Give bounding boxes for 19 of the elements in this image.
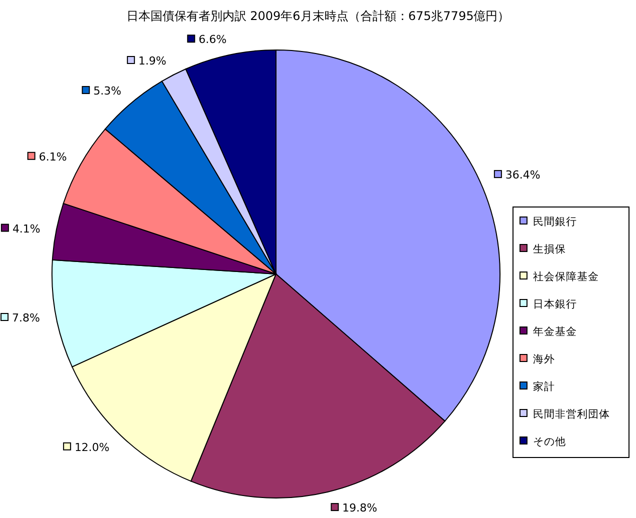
legend-label: 生損保	[533, 242, 566, 256]
data-label: 19.8%	[342, 502, 378, 515]
data-label: 7.8%	[12, 311, 40, 324]
legend-label: 家計	[533, 380, 555, 393]
legend-label: その他	[533, 436, 566, 448]
title: 日本国債保有者別内訳 2009年6月末時点（合計額：675兆7795億円）	[126, 9, 510, 23]
legend-label: 民間銀行	[533, 216, 577, 228]
data-label: 12.0%	[74, 440, 110, 454]
legend-label: 社会保障基金	[533, 270, 599, 283]
legend-label: 年金基金	[533, 325, 577, 338]
data-label: 4.1%	[12, 222, 40, 236]
legend-label: 民間非営利団体	[533, 408, 610, 420]
data-label: 5.3%	[93, 84, 122, 98]
data-label: 6.6%	[198, 33, 227, 46]
legend-label: 海外	[533, 354, 555, 366]
legend-label: 日本銀行	[533, 298, 577, 310]
data-label: 36.4%	[505, 168, 540, 182]
data-label: 1.9%	[138, 54, 166, 68]
data-label: 6.1%	[38, 150, 67, 164]
